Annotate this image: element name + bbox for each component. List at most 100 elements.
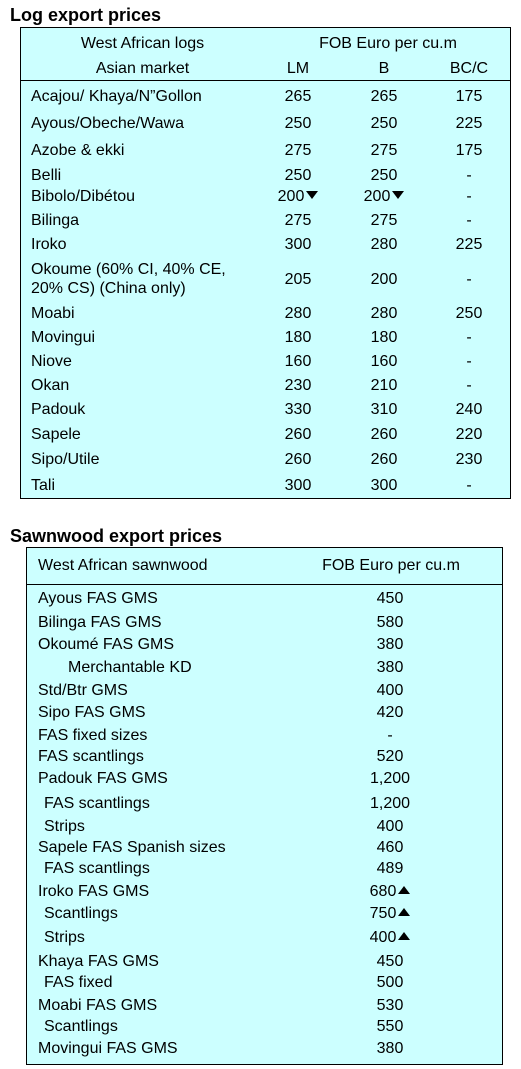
log-row-b-text: 200: [363, 188, 391, 205]
log-row-name: Tali: [31, 477, 55, 495]
sawnwood-row-price: 400: [347, 682, 433, 700]
sawnwood-row-name: Bilinga FAS GMS: [38, 614, 162, 632]
log-row-bcc: 225: [439, 115, 499, 133]
log-row-name-text: Ayous/Obeche/Wawa: [31, 115, 184, 132]
log-row-b-text: 280: [370, 236, 398, 253]
log-row-lm-text: 250: [284, 167, 312, 184]
log-row-name-text: Sapele: [31, 426, 81, 443]
log-row-bcc-text: -: [466, 271, 472, 288]
log-row-bcc-text: -: [466, 188, 472, 205]
log-row-bcc: -: [439, 329, 499, 347]
log-row-lm-text: 280: [284, 305, 312, 322]
log-row-name-text: Bilinga: [31, 212, 80, 229]
sawnwood-row-name-text: Sipo FAS GMS: [38, 704, 146, 721]
sawnwood-row-price-text: 580: [376, 614, 404, 631]
sawnwood-row-name: Khaya FAS GMS: [38, 953, 159, 971]
sawnwood-row-price-text: 550: [376, 1018, 404, 1035]
log-row-name-text: Movingui: [31, 329, 96, 346]
sawnwood-row-name: Sapele FAS Spanish sizes: [38, 839, 226, 857]
log-row-b-text: 250: [370, 115, 398, 132]
sawnwood-header-price-unit: FOB Euro per cu.m: [322, 557, 460, 574]
sawnwood-row-price: 500: [347, 974, 433, 992]
log-row-b-text: 275: [370, 212, 398, 229]
sawnwood-row-price-text: 380: [376, 1040, 404, 1057]
log-row-bcc-text: 175: [455, 88, 483, 105]
sawnwood-row-name-text: Khaya FAS GMS: [38, 953, 159, 970]
log-row-b-text: 180: [370, 329, 398, 346]
sawnwood-row-name-text: Movingui FAS GMS: [38, 1040, 178, 1057]
sawnwood-row-name-text: FAS scantlings: [44, 860, 150, 877]
sawnwood-row-price-text: 500: [376, 974, 404, 991]
log-row-bcc-text: -: [466, 329, 472, 346]
trend-down-icon: [392, 190, 405, 199]
sawnwood-price-table: West African sawnwood FOB Euro per cu.m …: [26, 547, 503, 1065]
log-row-name: Ayous/Obeche/Wawa: [31, 115, 184, 133]
log-row-lm-text: 230: [284, 377, 312, 394]
sawnwood-row-price-text: 420: [376, 704, 404, 721]
log-section-title: Log export prices: [10, 5, 162, 25]
log-row-lm-text: 260: [284, 426, 312, 443]
log-row-name: Sipo/Utile: [31, 451, 99, 469]
sawnwood-row-name-text: Iroko FAS GMS: [38, 883, 150, 900]
log-row-bcc: -: [439, 477, 499, 495]
log-row-b-text: 310: [370, 401, 398, 418]
sawnwood-row-name: Scantlings: [44, 1018, 118, 1036]
sawnwood-row-price: 580: [347, 614, 433, 632]
log-row-name-text: Niove: [31, 353, 72, 370]
sawnwood-row-name-text: Merchantable KD: [68, 659, 192, 676]
log-row-name: Azobe & ekki: [31, 142, 124, 160]
log-row-b: 260: [354, 451, 414, 469]
log-row-name: Acajou/ Khaya/N”Gollon: [31, 88, 202, 106]
log-row-lm-text: 205: [284, 271, 312, 288]
sawnwood-row-name: Strips: [44, 818, 85, 836]
log-row-name-text: Sipo/Utile: [31, 451, 100, 468]
sawnwood-row-price: 550: [347, 1018, 433, 1036]
log-row-lm-text: 300: [284, 236, 312, 253]
log-row-name-text: Iroko: [31, 236, 67, 253]
log-row-lm-text: 200: [277, 188, 305, 205]
log-row-bcc-text: 250: [455, 305, 483, 322]
sawnwood-row-name: Merchantable KD: [68, 659, 192, 677]
sawnwood-row-price: 380: [347, 636, 433, 654]
trend-down-icon: [306, 190, 319, 199]
log-row-bcc-text: 225: [455, 236, 483, 253]
log-row-name: Bibolo/Dibétou: [31, 188, 135, 206]
log-row-lm: 230: [268, 377, 328, 395]
sawnwood-row-name: FAS fixed sizes: [38, 727, 147, 745]
log-row-lm-text: 265: [284, 88, 312, 105]
sawnwood-row-name-text: FAS fixed sizes: [38, 727, 148, 744]
log-row-lm: 275: [268, 142, 328, 160]
log-row-bcc-text: 240: [455, 401, 483, 418]
sawnwood-row-price-text: 450: [376, 590, 404, 607]
log-row-lm: 300: [268, 477, 328, 495]
log-header-origin: West African logs: [80, 35, 205, 52]
sawnwood-row-price-text: 750: [369, 905, 397, 922]
sawnwood-row-price-text: 1,200: [369, 770, 411, 787]
sawnwood-row-price-text: 400: [369, 929, 397, 946]
sawnwood-row-name: Scantlings: [44, 905, 118, 923]
log-row-name-text: Moabi: [31, 305, 75, 322]
log-row-lm: 260: [268, 426, 328, 444]
log-row-lm: 160: [268, 353, 328, 371]
log-row-lm: 280: [268, 305, 328, 323]
sawnwood-row-price-text: 450: [376, 953, 404, 970]
sawnwood-row-name: FAS scantlings: [44, 860, 150, 878]
log-row-name: Okoume (60% CI, 40% CE,: [31, 261, 226, 279]
log-row-bcc: 175: [439, 142, 499, 160]
log-row-bcc: 220: [439, 426, 499, 444]
log-row-name: Sapele: [31, 426, 81, 444]
log-row-lm: 200: [268, 188, 328, 206]
sawnwood-row-price: 400: [347, 929, 433, 947]
sawnwood-row-price-text: 400: [376, 682, 404, 699]
sawnwood-row-price-text: 1,200: [369, 795, 411, 812]
sawnwood-row-name-text: Moabi FAS GMS: [38, 997, 158, 1014]
log-row-b: 180: [354, 329, 414, 347]
log-row-name-text: Acajou/ Khaya/N”Gollon: [31, 88, 202, 105]
sawnwood-row-price: 530: [347, 997, 433, 1015]
log-row-name: Moabi: [31, 305, 75, 323]
sawnwood-row-price-text: -: [387, 727, 393, 744]
sawnwood-row-name-text: Padouk FAS GMS: [38, 770, 168, 787]
log-row-name-cont-text: 20% CS) (China only): [31, 280, 186, 297]
sawnwood-row-name: Sipo FAS GMS: [38, 704, 146, 722]
log-row-b-text: 275: [370, 142, 398, 159]
